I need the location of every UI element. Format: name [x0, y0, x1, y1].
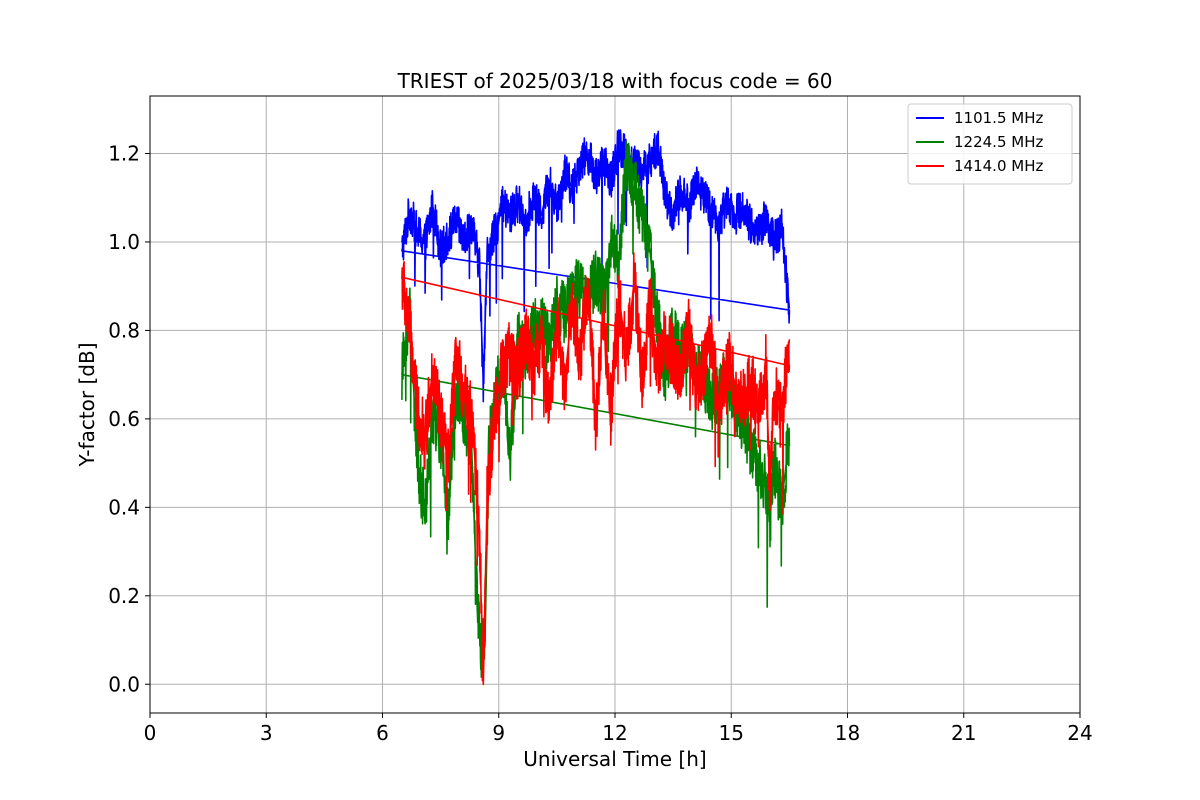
- y-tick-label: 0.6: [108, 407, 140, 431]
- y-tick-label: 0.2: [108, 584, 140, 608]
- tick-layer: 0 3 6 9 12 15 18 21 24 0.0 0.2 0.4 0.6 0.8 1.0 1.2: [108, 141, 1093, 745]
- chart-title: TRIEST of 2025/03/18 with focus code = 6…: [397, 69, 833, 93]
- x-tick-label: 3: [260, 721, 273, 745]
- y-tick-label: 0.8: [108, 318, 140, 342]
- x-tick-label: 18: [835, 721, 860, 745]
- y-tick-label: 1.0: [108, 230, 140, 254]
- x-axis-label: Universal Time [h]: [523, 747, 706, 771]
- series-line-3: [401, 252, 791, 686]
- legend-box: [907, 103, 1073, 185]
- series-layer: [401, 129, 791, 686]
- x-tick-label: 9: [492, 721, 505, 745]
- legend-label-1: 1101.5 MHz: [954, 109, 1043, 127]
- x-tick-label: 21: [951, 721, 976, 745]
- y-tick-label: 0.4: [108, 495, 140, 519]
- x-tick-label: 15: [719, 721, 744, 745]
- legend-label-2: 1224.5 MHz: [954, 133, 1043, 151]
- series-line-1: [401, 129, 791, 403]
- y-tick-label: 1.2: [108, 141, 140, 165]
- legend-label-3: 1414.0 MHz: [954, 157, 1043, 175]
- y-axis-label: Y-factor [dB]: [75, 342, 99, 467]
- x-tick-label: 12: [602, 721, 627, 745]
- legend: 1101.5 MHz 1224.5 MHz 1414.0 MHz: [907, 103, 1073, 185]
- x-tick-label: 6: [376, 721, 389, 745]
- x-tick-label: 24: [1067, 721, 1092, 745]
- x-tick-label: 0: [144, 721, 157, 745]
- grid-layer: [149, 96, 1081, 713]
- y-tick-label: 0.0: [108, 672, 140, 696]
